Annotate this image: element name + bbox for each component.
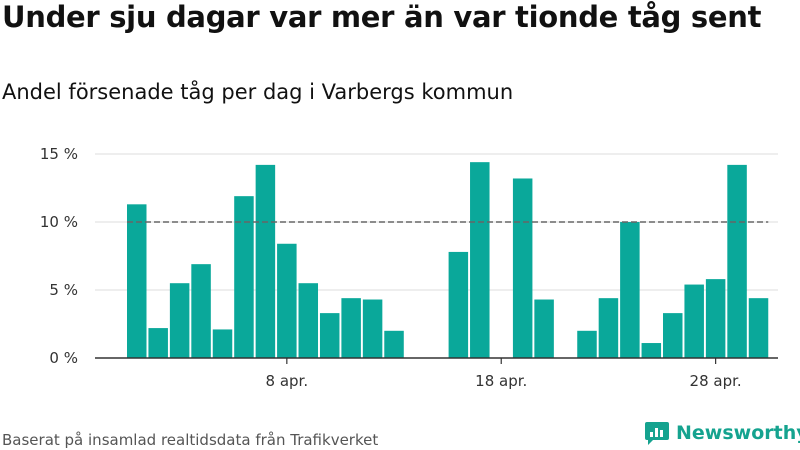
- newsworthy-logo-icon: [645, 422, 669, 445]
- x-tick-label: 28 apr.: [690, 372, 742, 390]
- bar: [255, 164, 276, 358]
- bar: [512, 178, 533, 358]
- bar: [748, 298, 769, 358]
- bar: [684, 284, 704, 358]
- bar: [341, 298, 361, 358]
- chart-title: Under sju dagar var mer än var tionde tå…: [2, 0, 762, 34]
- y-tick-label: 10 %: [40, 213, 78, 231]
- bar: [620, 222, 640, 358]
- bar: [577, 330, 597, 358]
- source-note: Baserat på insamlad realtidsdata från Tr…: [2, 431, 379, 449]
- bar: [534, 299, 554, 358]
- newsworthy-logo-text: Newsworthy: [676, 422, 800, 444]
- bar: [384, 330, 404, 358]
- bar: [663, 313, 683, 358]
- bar-layer: [127, 162, 769, 358]
- chart-subtitle: Andel försenade tåg per dag i Varbergs k…: [2, 80, 514, 104]
- bar: [727, 164, 747, 358]
- bar-chart: 0 % 5 % 10 % 15 % 8 apr. 18 apr. 28 apr.: [40, 145, 778, 390]
- bar: [641, 343, 662, 358]
- axis-layer: 0 % 5 % 10 % 15 % 8 apr. 18 apr. 28 apr.: [40, 145, 778, 390]
- bar: [169, 283, 190, 358]
- bar: [212, 329, 233, 358]
- x-tick-label: 18 apr.: [475, 372, 527, 390]
- bar: [277, 243, 297, 358]
- bar: [191, 264, 211, 358]
- y-tick-label: 5 %: [49, 281, 78, 299]
- y-tick-label: 0 %: [49, 349, 78, 367]
- bar: [127, 204, 147, 358]
- bar: [470, 162, 490, 358]
- bar: [319, 313, 340, 358]
- y-tick-label: 15 %: [40, 145, 78, 163]
- bar: [234, 196, 254, 358]
- newsworthy-logo[interactable]: Newsworthy: [644, 420, 800, 446]
- bar: [362, 299, 383, 358]
- bar: [598, 298, 619, 358]
- bar: [448, 251, 469, 358]
- x-tick-label: 8 apr.: [266, 372, 309, 390]
- bar: [705, 279, 726, 358]
- bar: [298, 283, 319, 358]
- bar: [148, 328, 168, 358]
